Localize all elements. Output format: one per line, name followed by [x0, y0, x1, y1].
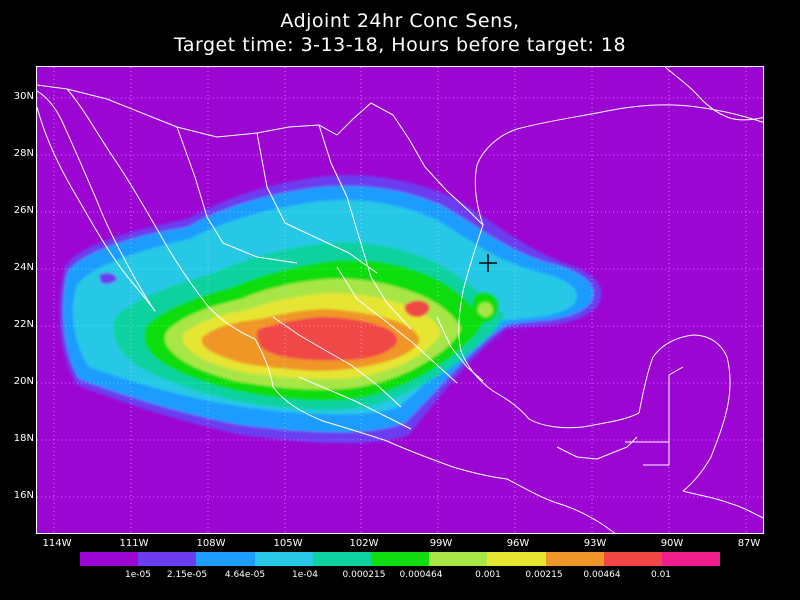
us-mexico-border [37, 84, 484, 226]
lon-label-108w: 108W [196, 538, 226, 549]
legend-label: 0.000464 [399, 570, 443, 580]
lat-label-30n: 30N [13, 91, 34, 102]
legend-swatch [487, 552, 546, 566]
contour-level-9 [256, 317, 398, 361]
legend-label: 2.15e-05 [166, 570, 208, 580]
sensitivity-map [37, 67, 763, 533]
lon-label-111w: 111W [119, 538, 149, 549]
legend-swatch [603, 552, 662, 566]
state-border-8 [556, 436, 638, 460]
legend-swatch [312, 552, 371, 566]
map-panel [36, 66, 764, 534]
state-border-4 [336, 266, 458, 384]
state-border-6 [298, 376, 412, 430]
lon-label-87w: 87W [737, 538, 761, 549]
lon-label-93w: 93W [583, 538, 607, 549]
legend-label: 1e-05 [125, 570, 151, 580]
contour-level-6-gulf-lobe [477, 302, 493, 318]
gulf-of-california-mainland-coast [66, 88, 256, 340]
lat-label-26n: 26N [13, 205, 34, 216]
legend-label: 0.00464 [583, 570, 621, 580]
florida-coast [664, 67, 763, 121]
lon-label-114w: 114W [42, 538, 72, 549]
lat-label-20n: 20N [13, 376, 34, 387]
lat-label-24n: 24N [13, 262, 34, 273]
lon-label-102w: 102W [349, 538, 379, 549]
legend-swatch [661, 552, 721, 566]
contour-level-10-east-lobe [404, 300, 430, 317]
legend-swatch [370, 552, 430, 566]
legend-swatch [138, 552, 197, 566]
contour-west-islet [99, 272, 117, 284]
lon-label-99w: 99W [429, 538, 453, 549]
lat-label-18n: 18N [13, 433, 34, 444]
concentration-contours [59, 174, 602, 444]
target-marker [479, 254, 497, 272]
legend-swatch [80, 552, 139, 566]
gulf-coast-mexico [458, 224, 640, 429]
state-border-3 [318, 124, 412, 330]
plot-subtitle: Target time: 3-13-18, Hours before targe… [173, 34, 627, 56]
state-border-9 [625, 441, 670, 466]
lon-label-105w: 105W [273, 538, 303, 549]
gulf-coast-texas [474, 104, 763, 226]
plot-title: Adjoint 24hr Conc Sens, [280, 10, 520, 32]
graticule [37, 67, 763, 533]
legend-swatch [429, 552, 488, 566]
state-border-1 [176, 126, 298, 264]
color-legend-bar [80, 552, 721, 566]
lat-label-28n: 28N [13, 148, 34, 159]
legend-label: 0.001 [475, 570, 501, 580]
legend-label: 0.00215 [525, 570, 563, 580]
legend-swatch [254, 552, 313, 566]
yucatan-peninsula [638, 334, 731, 492]
state-border-10 [668, 366, 684, 442]
legend-label: 4.64e-05 [224, 570, 266, 580]
central-america-coast [682, 490, 763, 519]
legend-label: 0.01 [650, 570, 672, 580]
baja-peninsula [37, 90, 156, 312]
state-border-2 [256, 132, 378, 274]
lat-label-22n: 22N [13, 319, 34, 330]
coastlines-and-borders [37, 67, 763, 533]
legend-swatch [545, 552, 604, 566]
state-border-7 [436, 316, 484, 382]
legend-swatch [196, 552, 255, 566]
lon-label-96w: 96W [506, 538, 530, 549]
legend-label: 1e-04 [292, 570, 318, 580]
pacific-coast-mexico [254, 338, 616, 533]
legend-label: 0.000215 [342, 570, 386, 580]
state-border-5 [272, 316, 402, 408]
lat-label-16n: 16N [13, 490, 34, 501]
lon-label-90w: 90W [660, 538, 684, 549]
